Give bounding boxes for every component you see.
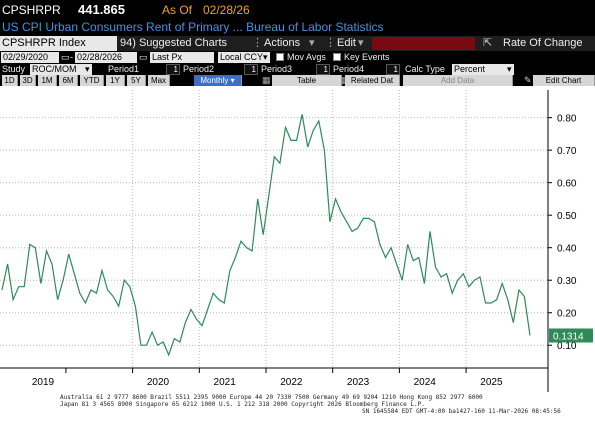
y-tick-label: 0.60 bbox=[557, 179, 577, 190]
actions-menu[interactable]: Actions bbox=[264, 37, 301, 49]
edit-chart-button[interactable]: Edit Chart bbox=[533, 75, 595, 86]
key-events-checkbox[interactable] bbox=[333, 53, 341, 61]
study-label: Study bbox=[2, 64, 26, 74]
x-tick-label: 2025 bbox=[480, 377, 503, 388]
calc-type-label: Calc Type bbox=[405, 64, 445, 74]
price-field-select[interactable]: Last Px bbox=[150, 52, 214, 63]
date-range-bar: 02/29/2020 ▭ - 02/28/2026 ▭ Last Px Loca… bbox=[0, 52, 595, 64]
y-tick-label: 0.50 bbox=[557, 211, 577, 222]
start-date-spinner-icon[interactable]: ▭ bbox=[61, 52, 70, 62]
range-button-1y[interactable]: 1Y bbox=[106, 75, 125, 86]
frequency-label: Monthly bbox=[200, 76, 229, 85]
start-date-input[interactable]: 02/29/2020 bbox=[1, 52, 59, 63]
edit-dropdown-icon[interactable]: ▾ bbox=[358, 37, 364, 49]
x-tick-label: 2023 bbox=[347, 377, 370, 388]
x-tick-label: 2024 bbox=[414, 377, 437, 388]
y-tick-label: 0.70 bbox=[557, 146, 577, 157]
actions-dropdown-icon[interactable]: ▾ bbox=[309, 37, 315, 49]
related-icon: ▦ bbox=[340, 75, 349, 86]
date-separator: - bbox=[70, 52, 73, 62]
bloomberg-footer: Australia 61 2 9777 8600 Brazil 5511 239… bbox=[0, 393, 595, 428]
mov-avgs-checkbox[interactable] bbox=[276, 53, 284, 61]
highlight-field bbox=[372, 37, 475, 50]
currency-select[interactable]: Local CCY bbox=[218, 52, 270, 63]
calc-type-dropdown-icon[interactable]: ▾ bbox=[507, 64, 512, 74]
period1-label: Period1 bbox=[108, 64, 140, 74]
study-select[interactable]: ROC/MOM bbox=[30, 64, 92, 75]
study-bar: Study ROC/MOM ▾ Period1 1 Period2 1 Peri… bbox=[0, 64, 595, 75]
main-toolbar: CPSHRPR Index 94) Suggested Charts ⋮ Act… bbox=[0, 36, 595, 51]
ticker-symbol: CPSHRPR bbox=[2, 3, 61, 17]
series-line bbox=[1, 114, 531, 357]
edit-chevron-icon: ⋮ bbox=[325, 37, 336, 49]
edit-menu[interactable]: Edit bbox=[337, 37, 356, 49]
end-date-spinner-icon[interactable]: ▭ bbox=[139, 52, 148, 62]
last-value-label: 0.1314 bbox=[553, 331, 584, 342]
range-button-1m[interactable]: 1M bbox=[38, 75, 57, 86]
actions-chevron-icon: ⋮ bbox=[252, 37, 263, 49]
period3-input[interactable]: 1 bbox=[316, 64, 330, 75]
y-tick-label: 0.80 bbox=[557, 114, 577, 125]
related-data-tab[interactable]: Related Dat bbox=[345, 75, 400, 86]
table-tab[interactable]: Table bbox=[272, 75, 342, 86]
study-dropdown-icon[interactable]: ▾ bbox=[85, 64, 90, 74]
last-value-badge bbox=[549, 328, 593, 343]
period3-label: Period3 bbox=[261, 64, 293, 74]
range-button-5y[interactable]: 5Y bbox=[127, 75, 146, 86]
y-tick-label: 0.40 bbox=[557, 244, 577, 255]
suggested-charts-menu[interactable]: 94) Suggested Charts bbox=[120, 37, 228, 49]
table-icon: ▦ bbox=[262, 75, 271, 85]
line-chart: 0.80 0.70 0.60 0.50 0.40 0.30 0.20 0.10 2019 2020… bbox=[0, 90, 593, 392]
period4-input[interactable]: 1 bbox=[386, 64, 400, 75]
footer-contacts-line2: Japan 81 3 4565 8900 Singapore 65 6212 1… bbox=[60, 401, 425, 408]
add-data-tab[interactable]: Add Data bbox=[403, 75, 513, 86]
chart-area: 0.80 0.70 0.60 0.50 0.40 0.30 0.20 0.10 2019 2020… bbox=[0, 86, 595, 428]
period1-input[interactable]: 1 bbox=[166, 64, 180, 75]
footer-session-line: SN 1645584 EDT GMT-4:00 ba1427-160 11-Ma… bbox=[362, 408, 561, 415]
period2-label: Period2 bbox=[183, 64, 215, 74]
period2-input[interactable]: 1 bbox=[244, 64, 258, 75]
x-tick-label: 2021 bbox=[214, 377, 237, 388]
range-button-1d[interactable]: 1D bbox=[2, 75, 18, 86]
frequency-select[interactable]: Monthly ▾ bbox=[194, 75, 242, 86]
range-button-max[interactable]: Max bbox=[148, 75, 170, 86]
period4-label: Period4 bbox=[333, 64, 365, 74]
security-input[interactable]: CPSHRPR Index bbox=[0, 36, 117, 51]
share-icon[interactable]: ⇱ bbox=[483, 37, 493, 49]
range-button-6m[interactable]: 6M bbox=[59, 75, 78, 86]
last-price: 441.865 bbox=[78, 2, 125, 17]
y-tick-label: 0.20 bbox=[557, 309, 577, 320]
range-button-3d[interactable]: 3D bbox=[20, 75, 36, 86]
x-tick-label: 2020 bbox=[147, 377, 170, 388]
security-title-bar: US CPI Urban Consumers Rent of Primary .… bbox=[0, 19, 595, 36]
x-tick-label: 2022 bbox=[280, 377, 303, 388]
quote-header: CPSHRPR 441.865 As Of 02/28/26 bbox=[0, 0, 595, 20]
key-events-label: Key Events bbox=[344, 52, 390, 62]
footer-contacts-line1: Australia 61 2 9777 8600 Brazil 5511 239… bbox=[60, 394, 483, 401]
rate-of-change-title: Rate Of Change bbox=[503, 37, 583, 49]
y-tick-label: 0.10 bbox=[557, 341, 577, 352]
currency-dropdown-icon[interactable]: ▾ bbox=[263, 52, 268, 62]
as-of-date: 02/28/26 bbox=[203, 3, 250, 17]
edit-chart-icon: ✎ bbox=[524, 75, 532, 85]
as-of-label: As Of bbox=[162, 3, 193, 17]
y-tick-label: 0.30 bbox=[557, 276, 577, 287]
security-title: US CPI Urban Consumers Rent of Primary .… bbox=[2, 20, 384, 34]
x-tick-label: 2019 bbox=[32, 377, 55, 388]
end-date-input[interactable]: 02/28/2026 bbox=[75, 52, 137, 63]
calc-type-select[interactable]: Percent bbox=[452, 64, 514, 75]
range-button-ytd[interactable]: YTD bbox=[80, 75, 104, 86]
mov-avgs-label: Mov Avgs bbox=[287, 52, 326, 62]
